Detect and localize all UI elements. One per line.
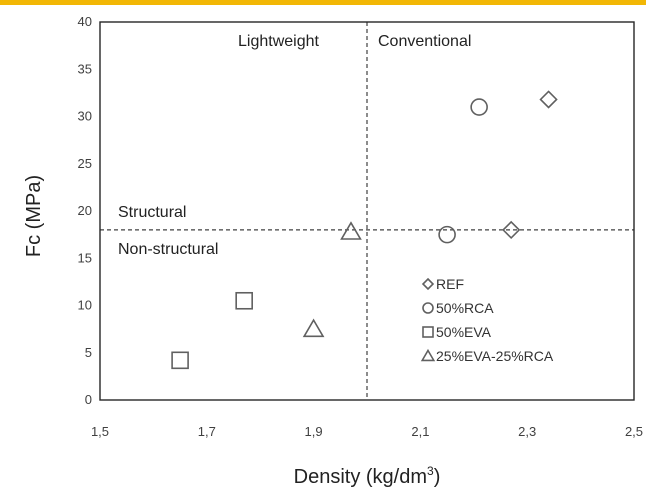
data-point-diamond	[502, 220, 521, 240]
y-tick-label: 0	[85, 392, 92, 407]
plot-area-frame	[99, 21, 635, 401]
data-points	[171, 90, 558, 370]
legend-label: 25%EVA-25%RCA	[436, 348, 554, 364]
x-axis-title-main: Density (kg/dm	[294, 466, 427, 488]
chart-legend: REF 50%RCA 50%EVA 25%EVA-25%RCA	[420, 276, 554, 364]
x-axis-title: Density (kg/dm3)	[294, 464, 441, 488]
data-point-square	[171, 351, 189, 370]
y-tick-label: 20	[78, 203, 92, 218]
legend-marker-square	[422, 326, 434, 338]
chart-axes	[99, 21, 635, 401]
x-tick-label: 1,5	[91, 424, 109, 439]
x-axis-title-superscript: 3	[427, 464, 434, 478]
region-label-lightweight: Lightweight	[238, 33, 320, 50]
reference-lines	[100, 22, 634, 400]
y-tick-label: 35	[78, 61, 92, 76]
data-point-square	[235, 291, 253, 310]
region-label-structural: Structural	[118, 204, 186, 221]
legend-marker-triangle	[420, 348, 436, 362]
x-tick-label: 2,3	[518, 424, 536, 439]
y-tick-label: 5	[85, 345, 92, 360]
legend-marker-circle	[422, 302, 434, 314]
x-tick-label: 2,5	[625, 424, 643, 439]
legend-marker-diamond	[421, 277, 435, 291]
y-axis-title: Fc (MPa)	[23, 175, 45, 257]
data-point-triangle	[302, 318, 325, 338]
data-point-diamond	[539, 90, 558, 109]
x-tick-label: 1,9	[305, 424, 323, 439]
top-accent-bar	[0, 0, 646, 5]
y-tick-label: 10	[78, 298, 92, 313]
region-label-conventional: Conventional	[378, 33, 471, 50]
data-point-circle	[438, 225, 456, 244]
legend-label: REF	[436, 276, 464, 292]
region-label-non-structural: Non-structural	[118, 241, 218, 258]
y-tick-label: 40	[78, 14, 92, 29]
x-tick-labels: 1,5 1,7 1,9 2,1 2,3 2,5	[91, 424, 643, 439]
y-tick-label: 15	[78, 250, 92, 265]
y-tick-labels: 0 5 10 15 20 25 30 35 40	[78, 14, 92, 407]
legend-label: 50%EVA	[436, 324, 492, 340]
x-axis-title-suffix: )	[434, 466, 441, 488]
x-tick-label: 1,7	[198, 424, 216, 439]
data-point-circle	[470, 98, 488, 116]
legend-label: 50%RCA	[436, 300, 494, 316]
y-tick-label: 25	[78, 156, 92, 171]
y-tick-label: 30	[78, 109, 92, 124]
data-point-triangle	[340, 221, 362, 240]
x-tick-label: 2,1	[411, 424, 429, 439]
region-labels: Lightweight Conventional Structural Non-…	[118, 33, 471, 258]
